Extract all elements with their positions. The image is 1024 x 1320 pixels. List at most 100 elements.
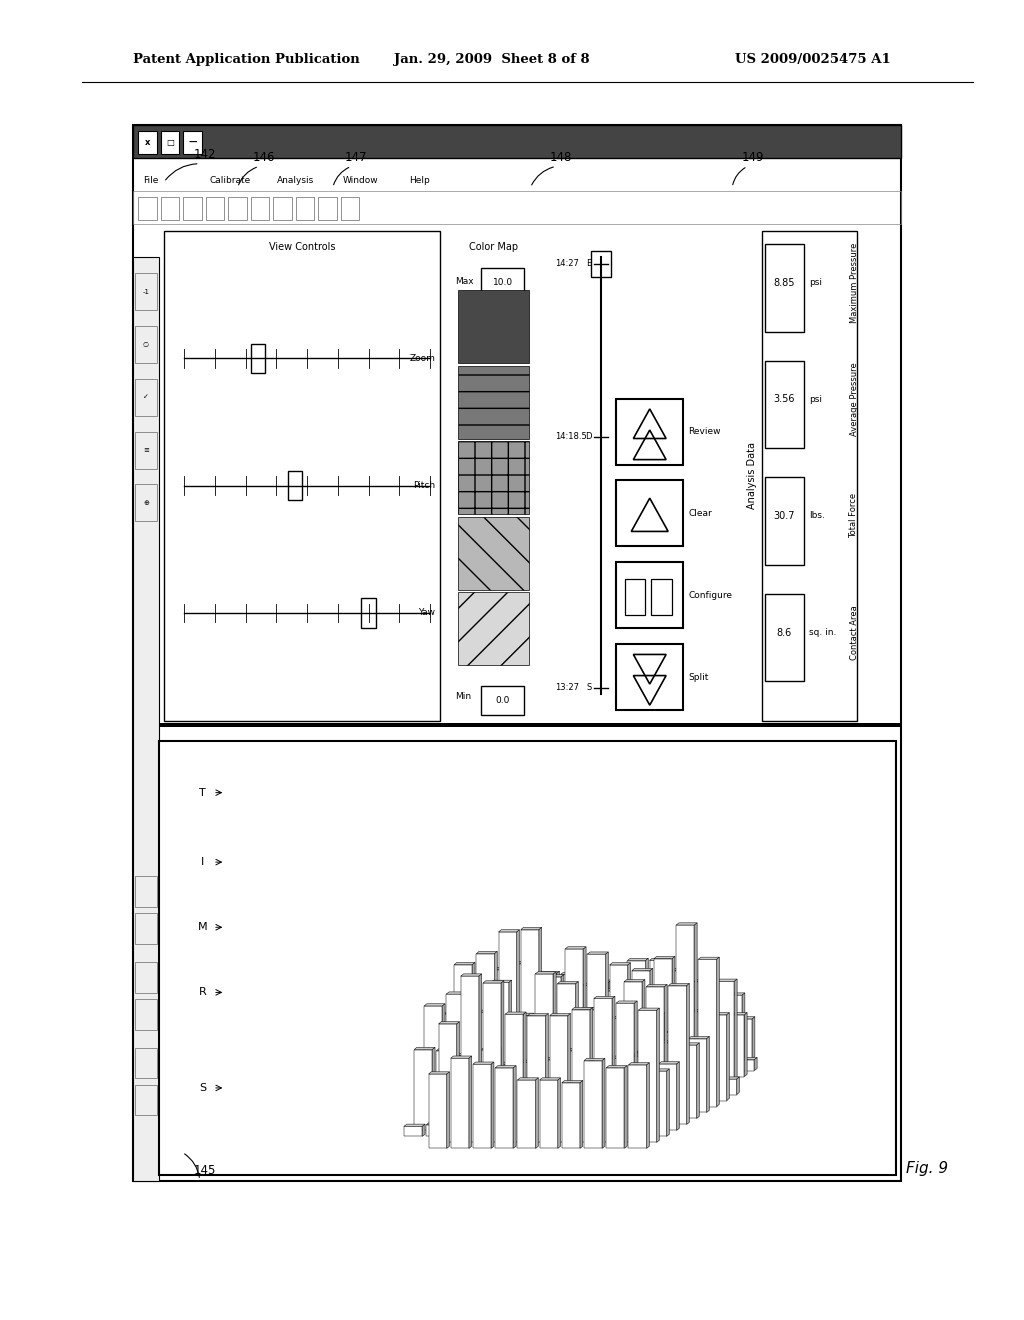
Polygon shape: [521, 1068, 524, 1130]
Polygon shape: [639, 1008, 659, 1010]
Polygon shape: [698, 957, 719, 960]
Polygon shape: [609, 979, 611, 1065]
Polygon shape: [514, 1060, 535, 1063]
Polygon shape: [461, 974, 481, 975]
Polygon shape: [509, 1019, 526, 1101]
Polygon shape: [539, 972, 559, 973]
Polygon shape: [709, 1012, 729, 1015]
Polygon shape: [500, 1011, 503, 1077]
Polygon shape: [546, 1014, 548, 1142]
Polygon shape: [714, 1036, 735, 1039]
Polygon shape: [580, 1010, 598, 1125]
Polygon shape: [505, 1007, 507, 1101]
Polygon shape: [528, 1035, 550, 1038]
Polygon shape: [511, 1015, 529, 1113]
Polygon shape: [503, 1034, 505, 1089]
Bar: [651, 578, 672, 615]
Polygon shape: [573, 1034, 577, 1113]
Polygon shape: [636, 1051, 657, 1052]
Polygon shape: [444, 1011, 465, 1014]
Polygon shape: [424, 1006, 442, 1125]
Polygon shape: [484, 1034, 505, 1036]
Polygon shape: [464, 1014, 482, 1101]
Polygon shape: [613, 982, 631, 1065]
Polygon shape: [614, 1064, 635, 1067]
Polygon shape: [689, 1022, 708, 1059]
Bar: [183, 197, 202, 220]
Polygon shape: [616, 1003, 635, 1142]
Polygon shape: [606, 1065, 627, 1068]
Polygon shape: [451, 1056, 472, 1059]
Polygon shape: [469, 1056, 472, 1148]
Bar: [133, 257, 159, 1181]
Bar: [161, 131, 179, 154]
Polygon shape: [707, 1023, 724, 1089]
Polygon shape: [483, 983, 501, 1142]
Polygon shape: [580, 1081, 583, 1148]
Polygon shape: [513, 1014, 534, 1015]
Polygon shape: [602, 1059, 605, 1148]
Polygon shape: [601, 1012, 622, 1015]
Polygon shape: [647, 1034, 669, 1036]
Polygon shape: [467, 1053, 469, 1137]
Polygon shape: [535, 961, 538, 1082]
Bar: [135, 999, 157, 1030]
Text: Yaw: Yaw: [418, 609, 435, 618]
Polygon shape: [513, 1015, 531, 1125]
Polygon shape: [628, 962, 631, 1106]
Polygon shape: [449, 1056, 467, 1137]
Polygon shape: [698, 960, 717, 1106]
Polygon shape: [638, 1019, 640, 1101]
Polygon shape: [623, 1023, 641, 1059]
Polygon shape: [613, 1019, 616, 1089]
Polygon shape: [692, 1032, 713, 1035]
Polygon shape: [755, 1057, 757, 1071]
Polygon shape: [464, 1012, 485, 1014]
Polygon shape: [578, 1048, 581, 1137]
Polygon shape: [546, 990, 564, 1065]
Polygon shape: [454, 965, 472, 1106]
Polygon shape: [579, 1014, 597, 1059]
Polygon shape: [525, 1068, 544, 1130]
Polygon shape: [536, 974, 553, 1125]
Polygon shape: [582, 1067, 600, 1137]
Polygon shape: [471, 1068, 489, 1137]
Polygon shape: [492, 1060, 513, 1063]
Polygon shape: [511, 1014, 531, 1015]
Polygon shape: [720, 981, 723, 1065]
Polygon shape: [540, 1080, 558, 1148]
Polygon shape: [531, 1014, 534, 1125]
Polygon shape: [592, 1063, 610, 1130]
Polygon shape: [560, 1051, 578, 1137]
Polygon shape: [644, 1053, 647, 1137]
Polygon shape: [584, 1060, 602, 1148]
Polygon shape: [579, 1011, 599, 1014]
Polygon shape: [627, 1053, 647, 1056]
Bar: [251, 343, 265, 372]
Polygon shape: [486, 1010, 489, 1125]
Polygon shape: [434, 1040, 455, 1041]
Polygon shape: [724, 995, 742, 1065]
Polygon shape: [611, 1024, 613, 1077]
Polygon shape: [526, 1008, 547, 1010]
Polygon shape: [634, 1053, 652, 1118]
Polygon shape: [429, 1074, 446, 1148]
Polygon shape: [473, 1063, 494, 1064]
Polygon shape: [474, 1082, 493, 1094]
Polygon shape: [744, 1012, 748, 1077]
Polygon shape: [644, 1015, 663, 1113]
Text: Zoom: Zoom: [410, 354, 435, 363]
Text: ✓: ✓: [143, 395, 148, 400]
Polygon shape: [631, 979, 634, 1065]
Polygon shape: [656, 1040, 677, 1043]
Polygon shape: [658, 1064, 677, 1130]
Bar: [458, 517, 529, 590]
Polygon shape: [652, 1080, 670, 1094]
Polygon shape: [517, 1080, 536, 1148]
Bar: [288, 471, 302, 500]
Polygon shape: [690, 969, 692, 1082]
Polygon shape: [529, 1014, 531, 1113]
Polygon shape: [551, 1024, 571, 1026]
Polygon shape: [591, 1031, 594, 1089]
Polygon shape: [539, 973, 557, 1082]
